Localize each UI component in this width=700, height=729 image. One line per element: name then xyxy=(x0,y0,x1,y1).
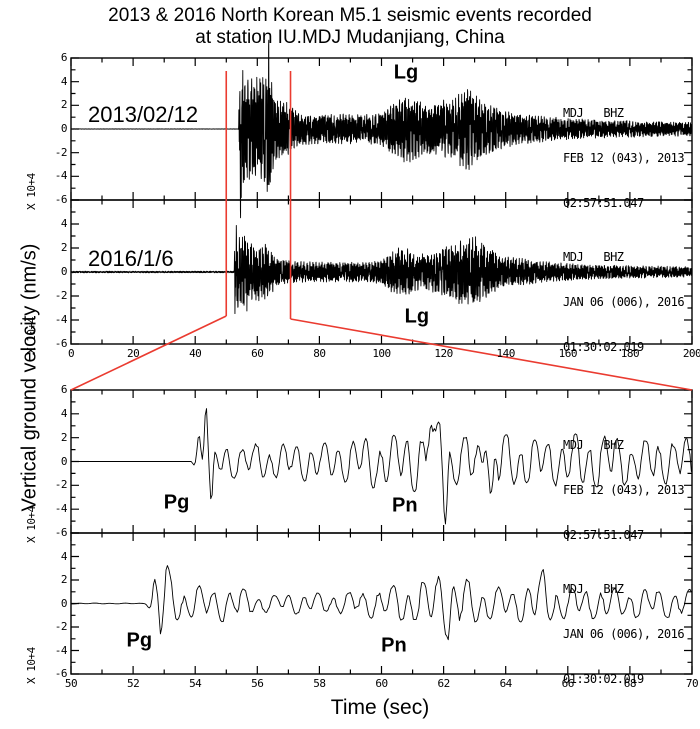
x-tick-label: 58 xyxy=(313,677,326,690)
tick-marks-full-2013 xyxy=(70,57,693,201)
y-tick-label: -2 xyxy=(54,289,68,302)
waveform-trace-full-2013 xyxy=(70,39,693,219)
station-date-line: JAN 06 (006), 2016 xyxy=(563,295,685,309)
figure-title-line2: at station IU.MDJ Mudanjiang, China xyxy=(195,27,505,48)
station-date-line: FEB 12 (043), 2013 xyxy=(563,151,685,165)
x-tick-label: 20 xyxy=(126,347,140,360)
station-channel-line: MDJ BHZ xyxy=(563,438,624,452)
station-info-2013-zoom: MDJ BHZ FEB 12 (043), 2013 02:57:51.047 xyxy=(563,408,685,573)
station-channel-line: MDJ BHZ xyxy=(563,250,624,264)
y-tick-label: -2 xyxy=(54,145,68,159)
x-tick-label: 100 xyxy=(372,347,391,360)
y-tick-label: -4 xyxy=(54,502,68,516)
x-tick-label: 60 xyxy=(251,347,264,360)
x-axis-label: Time (sec) xyxy=(330,696,430,719)
x-tick-label: 0 xyxy=(67,347,75,360)
y-tick-label: 2 xyxy=(60,573,68,586)
station-time-line: 01:30:02.019 xyxy=(563,340,644,354)
x-tick-label: 62 xyxy=(437,677,450,690)
x-tick-label: 40 xyxy=(189,347,202,360)
y-tick-label: 0 xyxy=(60,596,68,610)
tick-marks-full-2016 xyxy=(70,199,693,345)
waveform-trace-zoom-2016 xyxy=(70,565,692,641)
x-tick-label: 120 xyxy=(434,347,453,360)
x-tick-label: 52 xyxy=(126,677,140,690)
y-tick-label: 6 xyxy=(60,383,68,396)
station-channel-line: MDJ BHZ xyxy=(563,106,624,120)
waveform-trace-zoom-2013 xyxy=(71,408,692,525)
x-tick-label: 68 xyxy=(623,677,637,690)
y-tick-label: 6 xyxy=(60,51,68,64)
y-tick-label: -4 xyxy=(54,313,68,326)
waveform-trace-full-2016 xyxy=(70,225,693,315)
phase-label-lg-2013: Lg xyxy=(393,61,419,84)
y-tick-label: -4 xyxy=(54,643,68,657)
y-tick-label: -6 xyxy=(54,193,68,206)
x-tick-label: 70 xyxy=(685,677,699,690)
x-tick-label: 80 xyxy=(313,347,326,360)
x-tick-label: 140 xyxy=(496,347,516,360)
station-info-2016-zoom: MDJ BHZ JAN 06 (006), 2016 01:30:02.019 xyxy=(563,552,685,717)
phase-label-pg-2013: Pg xyxy=(163,491,190,514)
x-tick-label: 60 xyxy=(375,677,388,690)
y-tick-label: 2 xyxy=(60,430,68,444)
x-tick-label: 180 xyxy=(620,347,640,360)
phase-label-lg-2016: Lg xyxy=(404,305,430,328)
y-tick-label: -4 xyxy=(54,169,68,183)
event-date-label-2013: 2013/02/12 xyxy=(88,102,199,127)
y-tick-label: 0 xyxy=(60,265,68,278)
x-tick-label: 64 xyxy=(499,677,513,690)
tick-marks-zoom-2013 xyxy=(70,389,693,534)
y-tick-label: -6 xyxy=(54,337,68,350)
x-tick-label: 160 xyxy=(558,347,578,360)
station-info-2013-full: MDJ BHZ FEB 12 (043), 2013 02:57:51.047 xyxy=(563,76,685,241)
station-time-line: 02:57:51.047 xyxy=(563,196,644,210)
x-tick-label: 200 xyxy=(682,347,700,360)
event-date-label-2016: 2016/1/6 xyxy=(88,246,174,271)
x-tick-label: 50 xyxy=(64,677,78,690)
phase-label-pg-2016: Pg xyxy=(126,629,153,652)
y-tick-label: -6 xyxy=(54,526,68,539)
y-tick-label: -2 xyxy=(54,478,68,492)
tick-marks-zoom-2016 xyxy=(70,532,693,675)
station-time-line: 01:30:02.019 xyxy=(563,672,644,686)
y-tick-label: 2 xyxy=(60,98,68,112)
figure-title-line1: 2013 & 2016 North Korean M5.1 seismic ev… xyxy=(108,5,592,26)
phase-label-pn-2013: Pn xyxy=(392,494,418,517)
station-info-2016-full: MDJ BHZ JAN 06 (006), 2016 01:30:02.019 xyxy=(563,220,685,385)
zoom-region-connector-lines xyxy=(70,71,693,391)
y-tick-label: -2 xyxy=(54,620,68,633)
station-date-line: FEB 12 (043), 2013 xyxy=(563,483,685,497)
y-tick-label: 2 xyxy=(60,241,68,254)
x-tick-label: 66 xyxy=(561,677,575,690)
y-tick-label: 4 xyxy=(60,549,68,563)
y-tick-label: 0 xyxy=(60,454,68,468)
x-tick-label: 56 xyxy=(251,677,264,690)
y-tick-label: 4 xyxy=(60,217,68,230)
y-tick-label: 0 xyxy=(60,122,68,135)
x-tick-label: 54 xyxy=(189,677,202,690)
station-channel-line: MDJ BHZ xyxy=(563,582,624,596)
y-tick-label: -6 xyxy=(54,667,68,680)
station-time-line: 02:57:51.047 xyxy=(563,528,644,542)
station-date-line: JAN 06 (006), 2016 xyxy=(563,627,685,641)
y-tick-label: 4 xyxy=(60,406,68,420)
y-tick-label: 4 xyxy=(60,74,68,88)
phase-label-pn-2016: Pn xyxy=(381,634,407,657)
